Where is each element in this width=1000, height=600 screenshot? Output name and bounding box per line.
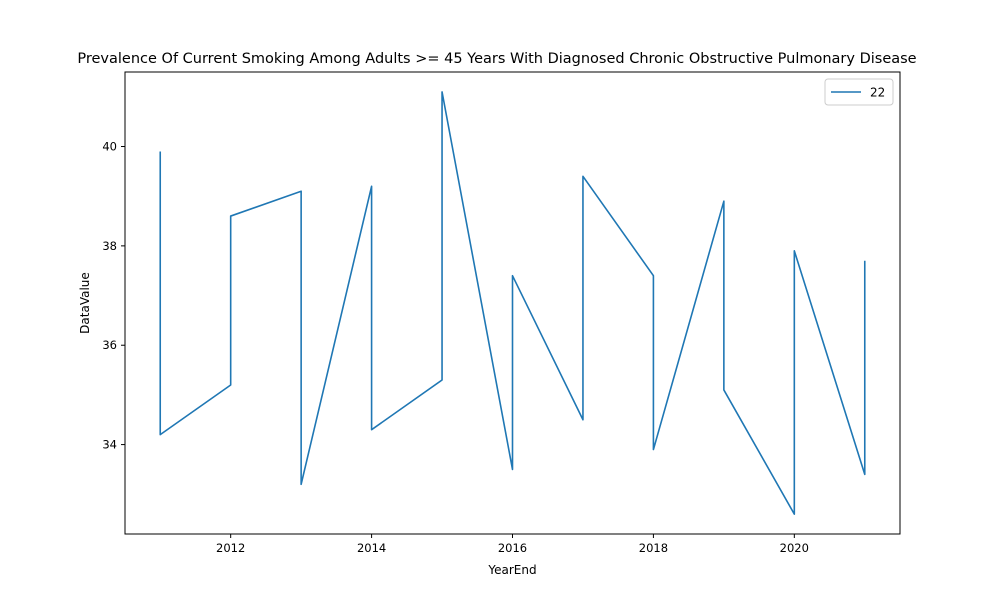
x-tick-label: 2018 (639, 541, 668, 555)
chart-title: Prevalence Of Current Smoking Among Adul… (77, 51, 916, 67)
plot-area: 2012 2014 2016 2018 2020 34 36 38 40 (102, 71, 901, 555)
series-line-22 (159, 91, 866, 515)
legend-entry-22: 22 (870, 86, 885, 100)
x-tick-label: 2016 (498, 541, 527, 555)
y-tick-label: 40 (102, 140, 117, 154)
y-tick-label: 38 (102, 239, 117, 253)
x-tick-label: 2014 (357, 541, 386, 555)
y-axis-label: DataValue (78, 272, 92, 334)
series-layer (159, 91, 866, 515)
y-tick-label: 34 (102, 438, 117, 452)
x-axis-ticks: 2012 2014 2016 2018 2020 (216, 534, 809, 555)
x-tick-label: 2020 (780, 541, 809, 555)
y-tick-label: 36 (102, 338, 117, 352)
legend: 22 (824, 78, 894, 106)
x-tick-label: 2012 (216, 541, 245, 555)
y-axis-ticks: 34 36 38 40 (102, 140, 125, 452)
x-axis-label: YearEnd (487, 563, 536, 577)
